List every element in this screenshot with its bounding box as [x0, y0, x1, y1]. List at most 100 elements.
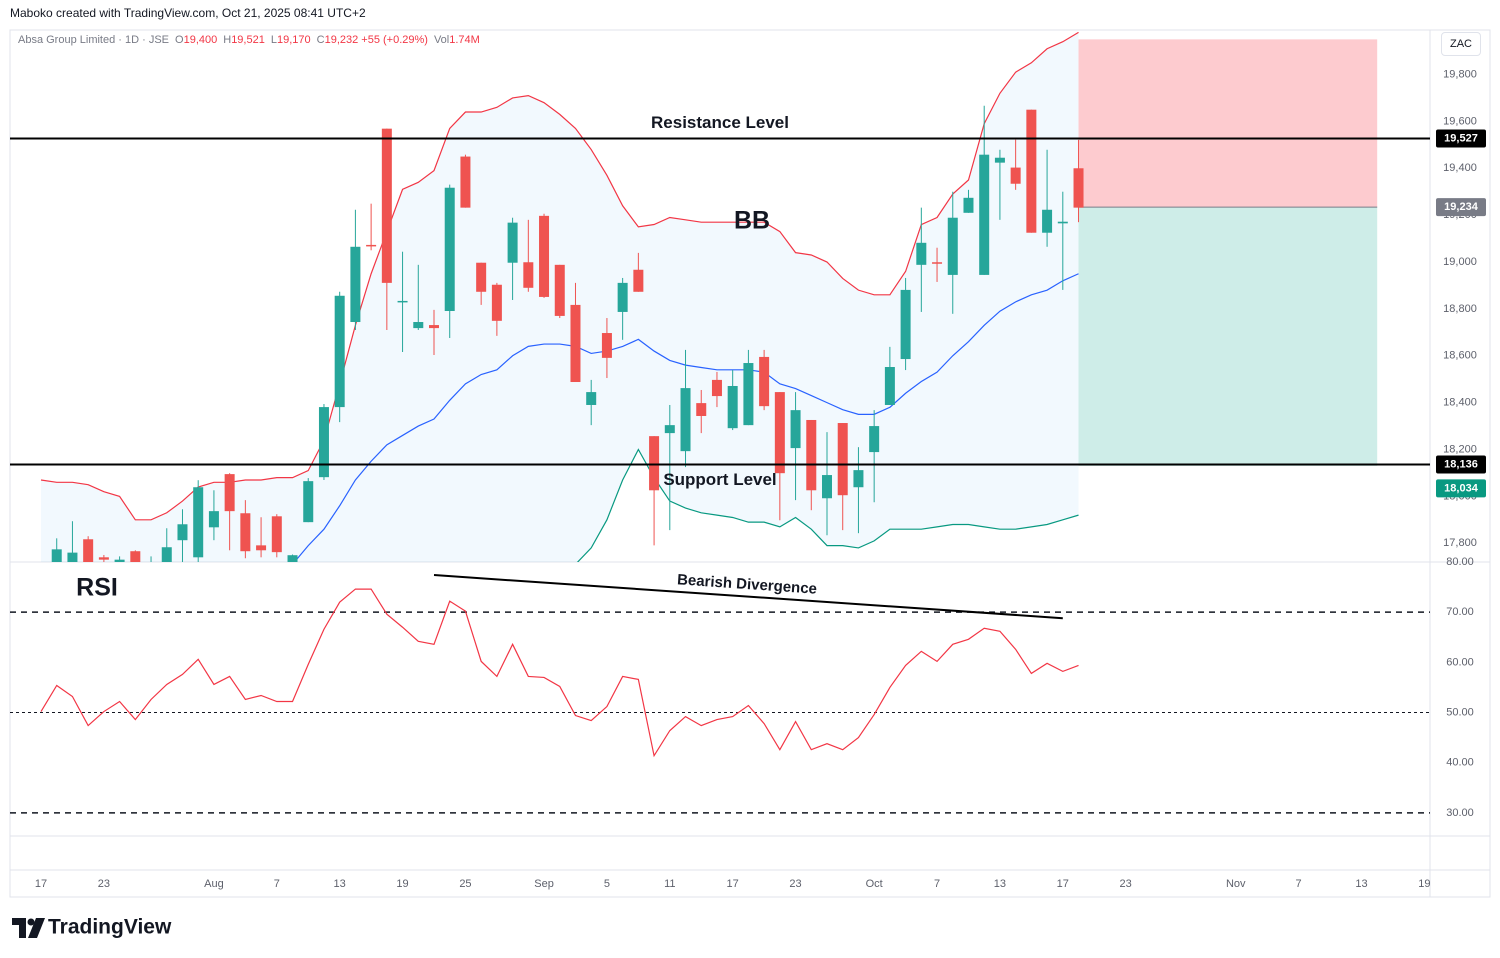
x-tick-label: Aug	[204, 878, 224, 890]
legend-label: H	[223, 34, 232, 46]
brand-name: TradingView	[48, 916, 172, 939]
rsi-tick-label: 50.00	[1446, 706, 1474, 718]
candle-body	[397, 300, 408, 303]
x-tick-label: 7	[1296, 878, 1302, 890]
price-tag-label: 18,034	[1444, 482, 1479, 494]
candle-body	[130, 551, 141, 562]
logo-shape	[28, 918, 45, 938]
candle-body	[822, 475, 832, 499]
brand-logo	[12, 918, 45, 938]
y-tick-label: 19,400	[1443, 162, 1477, 174]
x-tick-label: 17	[727, 878, 739, 890]
candle-body	[649, 436, 660, 491]
candle-body	[664, 425, 675, 434]
candle-body	[979, 154, 990, 275]
legend-value: 19,400	[183, 34, 218, 46]
candle-body	[586, 392, 597, 405]
price-tag-label: 19,527	[1444, 132, 1478, 144]
legend-value: 19,170	[276, 34, 311, 46]
candle-body	[523, 262, 534, 288]
x-tick-label: 19	[1418, 878, 1430, 890]
candle-body	[869, 426, 880, 453]
band-line	[576, 448, 1079, 562]
x-tick-label: 5	[604, 878, 610, 890]
legend-label: C	[316, 34, 325, 46]
attribution: Maboko created with TradingView.com, Oct…	[10, 6, 366, 20]
candle-body	[256, 545, 267, 551]
band-line	[293, 273, 1079, 562]
candle-body	[240, 513, 251, 552]
candle-body	[318, 407, 329, 478]
candle-body	[916, 242, 927, 265]
legend-value: 1.74M	[449, 34, 480, 46]
candle-body	[146, 562, 156, 567]
rsi-tick-label: 40.00	[1446, 757, 1474, 769]
candle-body	[67, 552, 78, 562]
candle-body	[193, 487, 204, 558]
price-tag	[1436, 455, 1486, 474]
currency-button[interactable]: ZAC	[1441, 32, 1481, 56]
y-tick-label: 19,600	[1443, 115, 1477, 127]
indicator-label: BB	[734, 207, 770, 235]
candle-body	[287, 555, 298, 562]
price-tag-label: 18,136	[1444, 458, 1478, 470]
y-tick-label: 19,000	[1443, 256, 1477, 268]
candle-body	[932, 262, 943, 264]
rsi-tick-label: 60.00	[1446, 656, 1474, 668]
candle-body	[460, 156, 471, 208]
price-tag	[1436, 198, 1486, 217]
legend-label: O	[175, 34, 184, 46]
y-tick-label: 19,800	[1443, 68, 1477, 80]
position-loss-zone	[1078, 39, 1378, 208]
x-tick-label: 13	[334, 878, 346, 890]
candle-body	[1073, 168, 1084, 208]
rsi-tick-label: 30.00	[1446, 807, 1474, 819]
candle-body	[837, 423, 848, 496]
x-tick-label: 17	[35, 878, 47, 890]
candle-body	[617, 282, 628, 312]
rsi-tick-label: 80.00	[1446, 556, 1474, 568]
candle-body	[994, 157, 1005, 163]
candle-body	[224, 474, 235, 512]
candle-body	[963, 197, 974, 213]
candle-body	[208, 511, 219, 528]
candle-body	[680, 388, 691, 452]
candle-body	[743, 363, 754, 426]
x-tick-label: 19	[396, 878, 408, 890]
candle-body	[476, 262, 487, 292]
rsi-pane	[10, 588, 1430, 814]
candle-body	[774, 392, 785, 474]
x-tick-label: 23	[789, 878, 801, 890]
candle-body	[51, 549, 62, 562]
candle-body	[601, 333, 612, 358]
band-line	[40, 31, 1079, 521]
candle-body	[36, 567, 46, 579]
candle-body	[947, 217, 958, 275]
candle-body	[381, 128, 392, 283]
x-tick-label: 23	[1120, 878, 1132, 890]
candle-body	[271, 516, 282, 553]
band-fill	[41, 32, 1079, 562]
rsi-label: RSI	[76, 574, 118, 602]
x-tick-label: Oct	[866, 878, 883, 890]
candle-body	[303, 481, 314, 523]
legend-value: 19,232 +55 (+0.29%)	[324, 34, 428, 46]
candle-body	[429, 325, 439, 329]
y-tick-label: 18,600	[1443, 350, 1477, 362]
candle-body	[900, 289, 911, 360]
y-tick-label: 17,800	[1443, 537, 1477, 549]
candle-body	[853, 470, 864, 488]
y-tick-label: 18,400	[1443, 397, 1477, 409]
x-tick-label: 7	[274, 878, 280, 890]
frame	[9, 29, 1491, 898]
candle-body	[696, 403, 707, 416]
candle-body	[759, 356, 770, 407]
rsi-tick-label: 70.00	[1446, 606, 1474, 618]
x-tick-label: Nov	[1226, 878, 1246, 890]
candle-body	[633, 269, 644, 292]
candle-body	[1057, 221, 1068, 224]
candle-body	[711, 379, 722, 397]
symbol: Absa Group Limited · 1D · JSE	[18, 34, 170, 46]
